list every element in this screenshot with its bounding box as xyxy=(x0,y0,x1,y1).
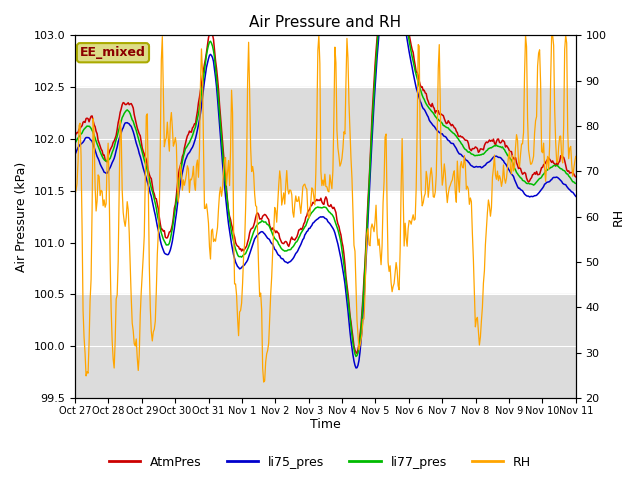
Bar xyxy=(75,294,576,398)
Y-axis label: Air Pressure (kPa): Air Pressure (kPa) xyxy=(15,162,28,272)
Bar xyxy=(75,87,576,191)
Title: Air Pressure and RH: Air Pressure and RH xyxy=(250,15,401,30)
Legend: AtmPres, li75_pres, li77_pres, RH: AtmPres, li75_pres, li77_pres, RH xyxy=(104,451,536,474)
Text: EE_mixed: EE_mixed xyxy=(80,46,146,59)
X-axis label: Time: Time xyxy=(310,419,340,432)
Y-axis label: RH: RH xyxy=(612,207,625,226)
